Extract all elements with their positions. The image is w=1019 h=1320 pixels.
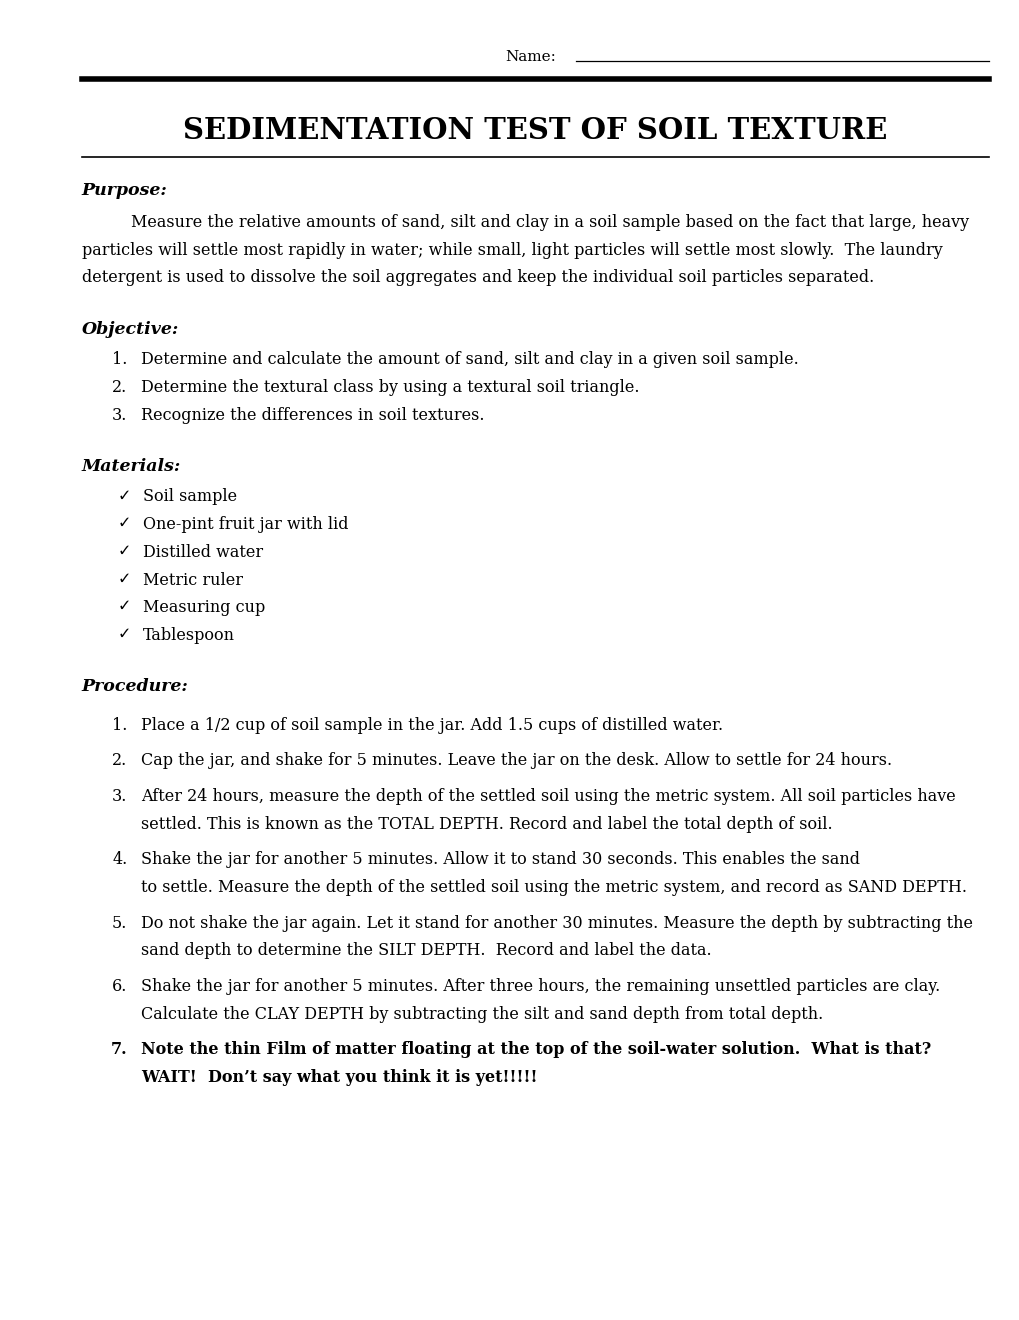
Text: Soil sample: Soil sample <box>143 488 236 506</box>
Text: ✓: ✓ <box>117 572 130 586</box>
Text: ✓: ✓ <box>117 516 130 531</box>
Text: ✓: ✓ <box>117 488 130 503</box>
Text: 1.: 1. <box>112 351 127 368</box>
Text: 4.: 4. <box>112 851 127 869</box>
Text: 1.: 1. <box>112 717 127 734</box>
Text: 2.: 2. <box>112 379 127 396</box>
Text: Shake the jar for another 5 minutes. After three hours, the remaining unsettled : Shake the jar for another 5 minutes. Aft… <box>141 978 940 995</box>
Text: 7.: 7. <box>111 1041 127 1059</box>
Text: 3.: 3. <box>112 407 127 424</box>
Text: Determine and calculate the amount of sand, silt and clay in a given soil sample: Determine and calculate the amount of sa… <box>141 351 798 368</box>
Text: sand depth to determine the SILT DEPTH.  Record and label the data.: sand depth to determine the SILT DEPTH. … <box>141 942 710 960</box>
Text: After 24 hours, measure the depth of the settled soil using the metric system. A: After 24 hours, measure the depth of the… <box>141 788 955 805</box>
Text: Calculate the CLAY DEPTH by subtracting the silt and sand depth from total depth: Calculate the CLAY DEPTH by subtracting … <box>141 1006 822 1023</box>
Text: Cap the jar, and shake for 5 minutes. Leave the jar on the desk. Allow to settle: Cap the jar, and shake for 5 minutes. Le… <box>141 752 891 770</box>
Text: detergent is used to dissolve the soil aggregates and keep the individual soil p: detergent is used to dissolve the soil a… <box>82 269 873 286</box>
Text: Objective:: Objective: <box>82 321 178 338</box>
Text: Procedure:: Procedure: <box>82 678 189 696</box>
Text: Measure the relative amounts of sand, silt and clay in a soil sample based on th: Measure the relative amounts of sand, si… <box>130 214 968 231</box>
Text: Determine the textural class by using a textural soil triangle.: Determine the textural class by using a … <box>141 379 639 396</box>
Text: Materials:: Materials: <box>82 458 180 475</box>
Text: SEDIMENTATION TEST OF SOIL TEXTURE: SEDIMENTATION TEST OF SOIL TEXTURE <box>183 116 887 145</box>
Text: Metric ruler: Metric ruler <box>143 572 243 589</box>
Text: 2.: 2. <box>112 752 127 770</box>
Text: WAIT!  Don’t say what you think it is yet!!!!!: WAIT! Don’t say what you think it is yet… <box>141 1069 537 1086</box>
Text: Measuring cup: Measuring cup <box>143 599 265 616</box>
Text: ✓: ✓ <box>117 627 130 642</box>
Text: Name:: Name: <box>504 50 555 65</box>
Text: 3.: 3. <box>112 788 127 805</box>
Text: settled. This is known as the TOTAL DEPTH. Record and label the total depth of s: settled. This is known as the TOTAL DEPT… <box>141 816 832 833</box>
Text: 5.: 5. <box>112 915 127 932</box>
Text: Recognize the differences in soil textures.: Recognize the differences in soil textur… <box>141 407 484 424</box>
Text: Tablespoon: Tablespoon <box>143 627 234 644</box>
Text: particles will settle most rapidly in water; while small, light particles will s: particles will settle most rapidly in wa… <box>82 242 942 259</box>
Text: Distilled water: Distilled water <box>143 544 263 561</box>
Text: Shake the jar for another 5 minutes. Allow it to stand 30 seconds. This enables : Shake the jar for another 5 minutes. All… <box>141 851 859 869</box>
Text: 6.: 6. <box>112 978 127 995</box>
Text: ✓: ✓ <box>117 544 130 558</box>
Text: Purpose:: Purpose: <box>82 182 167 199</box>
Text: Do not shake the jar again. Let it stand for another 30 minutes. Measure the dep: Do not shake the jar again. Let it stand… <box>141 915 972 932</box>
Text: Place a 1/2 cup of soil sample in the jar. Add 1.5 cups of distilled water.: Place a 1/2 cup of soil sample in the ja… <box>141 717 722 734</box>
Text: Note the thin Film of matter floating at the top of the soil-water solution.  Wh: Note the thin Film of matter floating at… <box>141 1041 930 1059</box>
Text: to settle. Measure the depth of the settled soil using the metric system, and re: to settle. Measure the depth of the sett… <box>141 879 966 896</box>
Text: One-pint fruit jar with lid: One-pint fruit jar with lid <box>143 516 347 533</box>
Text: ✓: ✓ <box>117 599 130 614</box>
